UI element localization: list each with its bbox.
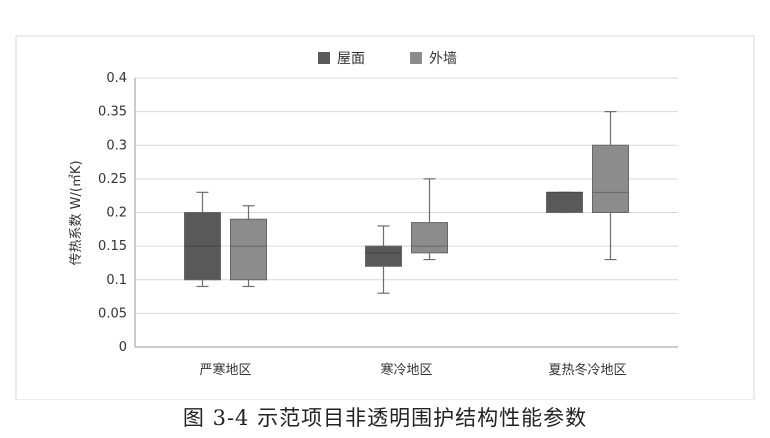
box-roof <box>184 191 221 288</box>
x-tick-label: 严寒地区 <box>199 362 251 378</box>
box-iqr <box>411 222 448 254</box>
y-tick-label: 0.3 <box>106 138 127 153</box>
x-tick-label: 夏热冬冷地区 <box>548 362 626 378</box>
box-plots <box>184 111 629 294</box>
gridlines <box>134 77 678 348</box>
y-tick-labels: 0 0.05 0.1 0.15 0.2 0.25 0.3 0.35 0.4 <box>98 71 127 355</box>
figure-caption: 图 3-4 示范项目非透明围护结构性能参数 <box>182 406 588 430</box>
chart-border <box>15 35 755 400</box>
y-tick-label: 0.35 <box>98 105 127 120</box>
box-wall <box>230 205 267 288</box>
y-tick-label: 0.1 <box>106 273 127 288</box>
y-tick-label: 0.2 <box>106 206 127 221</box>
x-tick-label: 寒冷地区 <box>380 362 432 378</box>
box-iqr <box>230 218 267 281</box>
y-tick-label: 0.05 <box>98 306 127 321</box>
chart: 屋面 外墙 0 0.05 0.1 0.15 0.2 0.25 0.3 0.35 0.4 严寒地区 寒… <box>15 35 755 400</box>
legend-swatch <box>410 52 422 64</box>
legend-label: 外墙 <box>429 51 457 67</box>
legend-swatch <box>318 52 330 64</box>
y-axis-label: 传热系数 W/(㎡K) <box>69 160 84 265</box>
legend: 屋面 外墙 <box>318 51 457 67</box>
box-wall <box>411 178 448 261</box>
box-iqr <box>365 245 402 267</box>
x-tick-labels: 严寒地区 寒冷地区 夏热冬冷地区 <box>199 362 626 378</box>
y-tick-label: 0 <box>119 340 127 355</box>
box-roof <box>365 225 402 294</box>
y-tick-label: 0.25 <box>98 172 127 187</box>
box-wall <box>592 111 629 261</box>
box-roof <box>546 191 583 214</box>
y-tick-label: 0.4 <box>106 71 127 86</box>
y-tick-label: 0.15 <box>98 239 127 254</box>
legend-label: 屋面 <box>337 51 365 67</box>
box-iqr <box>546 191 583 213</box>
box-iqr <box>592 144 629 213</box>
